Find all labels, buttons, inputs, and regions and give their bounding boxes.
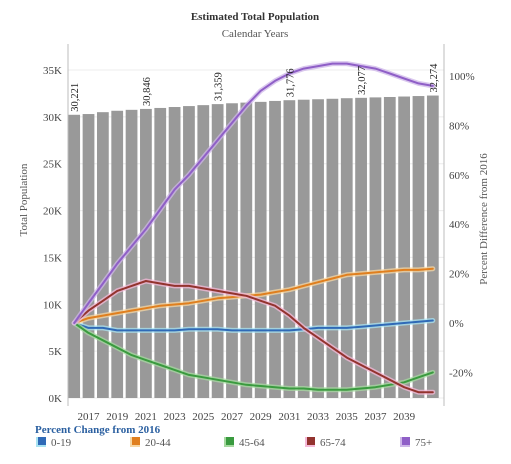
population-bar <box>254 101 267 398</box>
legend-label-0-19: 0-19 <box>51 437 72 449</box>
legend-label-65-74: 65-74 <box>320 437 346 449</box>
population-bar <box>412 96 425 398</box>
population-bar <box>168 107 181 398</box>
x-tick-label: 2033 <box>307 411 330 423</box>
population-bar <box>340 98 353 398</box>
series-line-65-74 <box>73 280 434 394</box>
legend-label-75-: 75+ <box>415 437 432 449</box>
chart-subtitle: Calendar Years <box>222 28 289 40</box>
chart-title: Estimated Total Population <box>191 11 319 23</box>
left-tick-label: 30K <box>43 112 62 124</box>
bar-value-label: 32,077 <box>357 66 368 95</box>
left-tick-label: 10K <box>43 299 62 311</box>
right-tick-label: 60% <box>449 170 469 182</box>
population-bar <box>154 107 167 398</box>
left-tick-label: 15K <box>43 252 62 264</box>
right-tick-label: 0% <box>449 318 464 330</box>
right-tick-label: 100% <box>449 71 475 83</box>
population-bars <box>68 95 439 399</box>
bar-value-label: 30,221 <box>70 83 81 112</box>
population-bar <box>297 99 310 398</box>
population-bar <box>183 106 195 398</box>
population-bar <box>426 95 439 399</box>
bar-value-label: 31,776 <box>285 68 296 97</box>
left-tick-label: 5K <box>49 346 63 358</box>
x-tick-label: 2037 <box>364 411 387 423</box>
population-bar <box>68 114 81 398</box>
bar-value-labels: 30,221 30,846 31,359 31,776 32,077 32,274 <box>70 63 440 112</box>
right-tick-label: 20% <box>449 269 469 281</box>
x-tick-label: 2021 <box>135 411 157 423</box>
population-bar <box>398 96 411 398</box>
x-tick-label: 2031 <box>278 411 300 423</box>
population-bar <box>326 98 339 398</box>
right-tick-label: 40% <box>449 219 469 231</box>
left-tick-label: 0K <box>49 393 63 405</box>
series-line-45-64 <box>73 322 434 391</box>
right-tick-label: 80% <box>449 120 469 132</box>
population-bar <box>111 110 124 398</box>
left-axis-ticks: 0K 5K 10K 15K 20K 25K 30K 35K <box>43 65 62 405</box>
left-tick-label: 25K <box>43 159 62 171</box>
population-bar <box>226 103 238 399</box>
left-tick-label: 20K <box>43 206 62 218</box>
legend-label-20-44: 20-44 <box>145 437 171 449</box>
bar-value-label: 30,846 <box>142 77 153 106</box>
x-tick-label: 2025 <box>192 411 215 423</box>
right-tick-label: -20% <box>449 367 473 379</box>
legend-swatch-75- <box>402 437 410 445</box>
left-tick-label: 35K <box>43 65 62 77</box>
percent-change-lines <box>71 61 436 395</box>
legend-swatch-20-44 <box>132 437 140 445</box>
legend-title: Percent Change from 2016 <box>35 424 161 436</box>
population-bar <box>369 97 382 398</box>
series-line-20-44 <box>73 267 434 324</box>
population-bar <box>197 105 210 399</box>
population-bar <box>240 102 253 398</box>
series-line-75- <box>73 62 434 324</box>
x-tick-label: 2023 <box>164 411 187 423</box>
population-bar <box>82 114 95 398</box>
legend-swatch-45-64 <box>226 437 234 445</box>
x-tick-label: 2017 <box>78 411 101 423</box>
population-bar <box>312 99 324 398</box>
x-tick-label: 2029 <box>250 411 273 423</box>
population-bar <box>269 100 281 398</box>
x-tick-label: 2027 <box>221 411 244 423</box>
bar-value-label: 31,359 <box>214 72 225 101</box>
x-tick-label: 2019 <box>106 411 129 423</box>
legend-label-45-64: 45-64 <box>239 437 265 449</box>
population-bar <box>383 96 396 398</box>
series-line-0-19 <box>73 319 434 332</box>
population-bar <box>96 112 109 399</box>
x-axis-ticks: 2017 2019 2021 2023 2025 2027 2029 2031 2033 2035… <box>78 411 416 423</box>
population-bar <box>355 97 367 399</box>
population-bar <box>125 109 138 398</box>
population-bar <box>211 104 224 398</box>
right-axis-ticks: -20% 0% 20% 40% 60% 80% 100% <box>449 71 475 379</box>
x-tick-label: 2039 <box>393 411 416 423</box>
x-tick-label: 2035 <box>336 411 359 423</box>
left-axis-label: Total Population <box>18 163 30 236</box>
bar-value-label: 32,274 <box>429 63 440 93</box>
legend: 0-19 20-44 45-64 65-74 75+ <box>36 437 432 449</box>
population-bar <box>140 108 152 398</box>
legend-swatch-65-74 <box>307 437 315 445</box>
right-axis-label: Percent Difference from 2016 <box>478 153 490 285</box>
population-bar <box>283 100 296 398</box>
legend-swatch-0-19 <box>38 437 46 445</box>
